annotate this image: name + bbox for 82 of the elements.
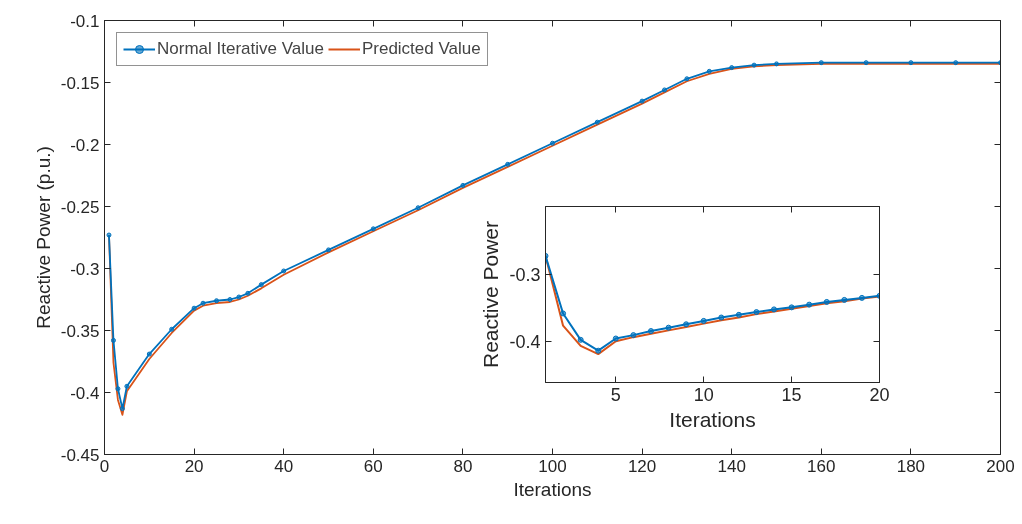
point bbox=[683, 321, 690, 328]
point bbox=[774, 61, 779, 67]
point bbox=[119, 406, 125, 412]
point bbox=[630, 332, 637, 339]
x-tick-label: 40 bbox=[274, 456, 294, 476]
x-tick-label: 180 bbox=[896, 456, 926, 476]
x-tick-label: 140 bbox=[717, 456, 746, 476]
point bbox=[550, 140, 555, 146]
point bbox=[370, 226, 376, 232]
point bbox=[106, 232, 112, 238]
point bbox=[200, 300, 206, 306]
legend-label: Normal Iterative Value bbox=[157, 39, 324, 59]
point bbox=[908, 60, 914, 66]
x-tick-label: 15 bbox=[781, 384, 802, 405]
y-axis-title: Reactive Power bbox=[479, 220, 503, 369]
point bbox=[806, 301, 813, 308]
legend-label: Predicted Value bbox=[361, 39, 481, 59]
point bbox=[771, 306, 778, 313]
point bbox=[146, 351, 152, 357]
point bbox=[818, 60, 824, 66]
point bbox=[124, 383, 130, 389]
x-tick-label: 20 bbox=[184, 456, 204, 476]
y-tick-label: -0.25 bbox=[60, 197, 100, 217]
y-tick-label: -0.45 bbox=[60, 445, 100, 465]
point bbox=[594, 119, 600, 125]
point bbox=[281, 268, 287, 274]
point bbox=[718, 314, 725, 321]
point bbox=[751, 62, 757, 68]
point bbox=[647, 328, 654, 335]
x-tick-label: 60 bbox=[363, 456, 383, 476]
x-tick-label: 5 bbox=[610, 384, 621, 405]
point bbox=[505, 161, 511, 167]
y-tick-label: -0.4 bbox=[70, 383, 100, 403]
point bbox=[595, 347, 602, 354]
point bbox=[560, 310, 567, 317]
point bbox=[684, 76, 690, 82]
x-axis-title: Iterations bbox=[669, 407, 756, 431]
point bbox=[415, 205, 421, 211]
y-tick-label: -0.3 bbox=[70, 259, 100, 279]
y-tick-label: -0.3 bbox=[509, 264, 541, 285]
y-tick-label: -0.4 bbox=[509, 332, 541, 353]
y-tick-label: -0.2 bbox=[70, 135, 100, 155]
point bbox=[115, 386, 121, 392]
point bbox=[753, 309, 760, 316]
point bbox=[706, 68, 712, 74]
x-tick-label: 20 bbox=[869, 384, 890, 405]
x-tick-label: 80 bbox=[453, 456, 473, 476]
point bbox=[169, 326, 175, 332]
y-tick-label: -0.15 bbox=[60, 73, 100, 93]
point bbox=[612, 335, 619, 342]
point bbox=[326, 247, 331, 253]
point bbox=[227, 297, 233, 302]
point bbox=[191, 305, 197, 311]
point bbox=[841, 296, 848, 303]
x-tick-label: 100 bbox=[538, 456, 567, 476]
point bbox=[214, 298, 219, 304]
point bbox=[823, 298, 830, 305]
point bbox=[577, 336, 584, 343]
point bbox=[863, 60, 869, 66]
point bbox=[110, 337, 116, 343]
point bbox=[460, 182, 466, 188]
point bbox=[700, 317, 707, 324]
x-tick-label: 120 bbox=[627, 456, 657, 476]
point bbox=[665, 324, 672, 331]
x-tick-label: 160 bbox=[807, 456, 836, 476]
point bbox=[788, 304, 795, 311]
point bbox=[735, 311, 742, 318]
point bbox=[953, 60, 959, 66]
x-tick-label: 0 bbox=[99, 456, 110, 476]
point bbox=[858, 294, 865, 301]
point bbox=[258, 282, 264, 288]
point bbox=[245, 290, 251, 296]
x-axis-title: Iterations bbox=[513, 478, 592, 500]
x-tick-label: 200 bbox=[986, 456, 1015, 476]
point bbox=[236, 294, 242, 300]
y-tick-label: -0.35 bbox=[60, 321, 100, 341]
y-axis-title: Reactive Power (p.u.) bbox=[32, 146, 54, 329]
y-tick-label: -0.1 bbox=[70, 11, 100, 31]
point bbox=[729, 65, 735, 71]
x-tick-label: 10 bbox=[693, 384, 714, 405]
point bbox=[662, 87, 667, 93]
point bbox=[639, 98, 645, 104]
